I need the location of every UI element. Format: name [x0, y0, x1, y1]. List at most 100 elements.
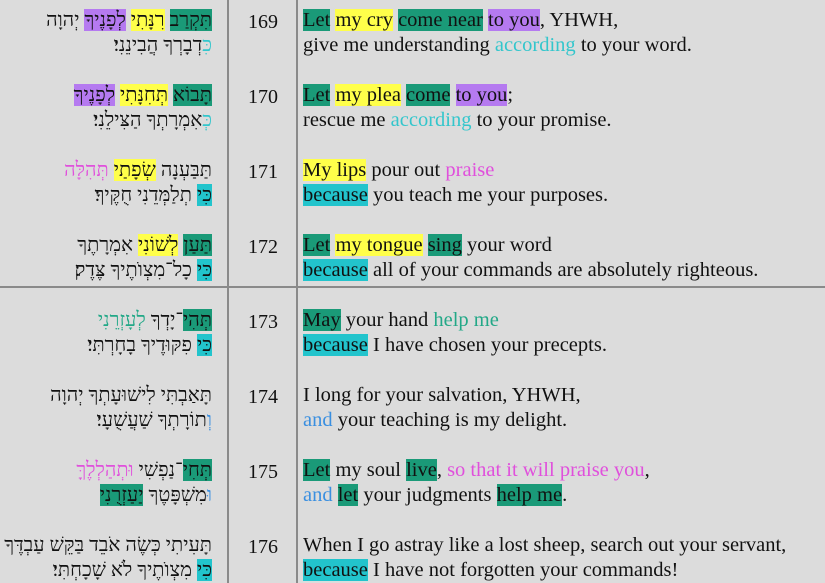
- text-segment: your teaching is my delight.: [332, 409, 568, 431]
- highlighted-word: כִּי: [196, 559, 212, 581]
- highlighted-word: my tongue: [335, 234, 423, 256]
- english-translation: May your hand help me because I have chos…: [303, 308, 825, 358]
- highlighted-word: because: [303, 184, 368, 206]
- colored-word: וּ: [206, 484, 212, 506]
- english-line: My lips pour out praise: [303, 158, 825, 183]
- hebrew-line: כִּי פִקּוּדֶיךָ בָחָרְתִּי׃: [0, 333, 212, 358]
- text-segment: תְלַמְּדֵנִי חֻקֶּיךָ׃: [94, 184, 197, 206]
- english-line: Let my soul live, so that it will praise…: [303, 458, 825, 483]
- verse-row: תַּבַּעְנָה שְׂפָתַי תְּהִלָּה כִּי תְלַמ…: [0, 158, 825, 208]
- text-segment: ,: [644, 459, 650, 481]
- highlighted-word: תְּחִנָּתִי: [120, 84, 169, 106]
- text-segment: תוֹרָתְךָ שַׁעֲשֻׁעָי׃: [96, 409, 207, 431]
- hebrew-text: תְּחִי־נַפְשִׁי וּתְהַלְלֶךָּ וּמִשְׁפָּט…: [0, 458, 212, 508]
- verse-row: תְּהִי־יָדְךָ לְעָזְרֵנִי כִּי פִקּוּדֶיך…: [0, 308, 825, 358]
- hebrew-line: תָּאַבְתִּי לִישׁוּעָתְךָ יְהוָה: [0, 383, 212, 408]
- verse-number: 172: [248, 236, 278, 258]
- colored-word: and: [303, 409, 333, 431]
- text-segment: תָּעִיתִי כְּשֶׂה אֹבֵד בַּקֵּשׁ עַבְדֶּ…: [4, 534, 212, 556]
- highlighted-word: live: [406, 459, 437, 481]
- colored-word: וּתְהַלְלֶךָּ: [76, 459, 134, 481]
- text-segment: you teach me your purposes.: [367, 184, 609, 206]
- highlighted-word: My lips: [303, 159, 367, 181]
- highlighted-word: my cry: [335, 9, 393, 31]
- hebrew-line: כִּי מִצְוֺתֶיךָ לֹא שָׁכָחְתִּי׃: [0, 558, 212, 583]
- english-line: because all of your commands are absolut…: [303, 258, 825, 283]
- highlighted-word: because: [303, 259, 368, 281]
- hebrew-text: תַּעַן לְשׁוֹנִי אִמְרָתֶךָ כִּי כָל־מִצְ…: [0, 233, 212, 283]
- highlighted-word: let: [337, 484, 359, 506]
- text-segment: I long for your salvation, YHWH,: [303, 384, 581, 406]
- highlighted-word: רִנָּתִי: [130, 9, 165, 31]
- english-line: I long for your salvation, YHWH,: [303, 383, 825, 408]
- text-segment: pour out: [366, 159, 446, 181]
- highlighted-word: Let: [303, 459, 331, 481]
- hebrew-text: תָּאַבְתִּי לִישׁוּעָתְךָ יְהוָה וְתוֹרָת…: [0, 383, 212, 433]
- verse-number: 175: [248, 461, 278, 483]
- text-segment: your hand: [340, 309, 434, 331]
- text-segment: ־נַפְשִׁי: [133, 459, 183, 481]
- colored-word: תְּהִלָּה: [64, 159, 109, 181]
- text-segment: כָל־מִצְוֺתֶיךָ צֶּדֶק׃: [74, 259, 197, 281]
- text-segment: תַּבַּעְנָה: [155, 159, 212, 181]
- highlighted-word: כִּי: [196, 184, 212, 206]
- verse-row: תָּעִיתִי כְּשֶׂה אֹבֵד בַּקֵּשׁ עַבְדֶּ…: [0, 533, 825, 583]
- english-translation: Let my plea come to you; rescue me accord…: [303, 83, 825, 133]
- english-translation: Let my soul live, so that it will praise…: [303, 458, 825, 508]
- highlighted-word: Let: [303, 84, 331, 106]
- highlighted-word: תָּבוֹא: [173, 84, 212, 106]
- hebrew-line: תְּחִי־נַפְשִׁי וּתְהַלְלֶךָּ: [0, 458, 212, 483]
- hebrew-line: תַּעַן לְשׁוֹנִי אִמְרָתֶךָ: [0, 233, 212, 258]
- text-segment: [109, 159, 114, 181]
- section-divider: [0, 286, 825, 288]
- text-segment: דְבָרְךָ הֲבִינֵנִי׃: [113, 34, 203, 56]
- english-line: and let your judgments help me.: [303, 483, 825, 508]
- highlighted-word: כִּי: [196, 259, 212, 281]
- colored-word: לְעָזְרֵנִי: [97, 309, 146, 331]
- text-segment: מִשְׁפָּטֶךָ: [143, 484, 207, 506]
- highlighted-word: to you: [488, 9, 540, 31]
- hebrew-line: וְתוֹרָתְךָ שַׁעֲשֻׁעָי׃: [0, 408, 213, 433]
- english-line: give me understanding according to your …: [303, 33, 825, 58]
- text-segment: When I go astray like a lost sheep, sear…: [303, 534, 787, 556]
- text-segment: all of your commands are absolutely righ…: [367, 259, 759, 281]
- column-divider-right: [296, 0, 298, 583]
- colored-word: כִּ: [202, 34, 212, 56]
- hebrew-line: תִּקְרַב רִנָּתִי לְפָנֶיךָ יְהוָה: [0, 8, 212, 33]
- hebrew-line: תְּהִי־יָדְךָ לְעָזְרֵנִי: [0, 308, 212, 333]
- text-segment: [165, 9, 170, 31]
- hebrew-line: תָּבוֹא תְּחִנָּתִי לְפָנֶיךָ: [0, 83, 212, 108]
- highlighted-word: תִּקְרַב: [169, 9, 212, 31]
- verse-number: 174: [248, 386, 278, 408]
- colored-word: כְּ: [202, 109, 212, 131]
- verse-number: 169: [248, 11, 278, 33]
- colored-word: help me: [433, 309, 499, 331]
- text-segment: my soul: [330, 459, 407, 481]
- text-segment: [450, 84, 455, 106]
- text-segment: to your promise.: [471, 109, 612, 131]
- hebrew-line: תַּבַּעְנָה שְׂפָתַי תְּהִלָּה: [0, 158, 212, 183]
- english-line: because I have not forgotten your comman…: [303, 558, 825, 583]
- english-line: Let my plea come to you;: [303, 83, 825, 108]
- highlighted-word: תְּחִי: [182, 459, 212, 481]
- text-segment: to your word.: [575, 34, 692, 56]
- hebrew-line: כִּי כָל־מִצְוֺתֶיךָ צֶּדֶק׃: [0, 258, 212, 283]
- text-segment: .: [562, 484, 568, 506]
- highlighted-word: come: [406, 84, 451, 106]
- english-translation: When I go astray like a lost sheep, sear…: [303, 533, 825, 583]
- highlighted-word: Let: [303, 9, 331, 31]
- english-line: because you teach me your purposes.: [303, 183, 825, 208]
- hebrew-line: כְּאִמְרָתְךָ הַצִּילֵנִי׃: [0, 108, 212, 133]
- text-segment: your word: [461, 234, 552, 256]
- highlighted-word: sing: [427, 234, 462, 256]
- text-segment: [333, 484, 338, 506]
- verse-row: תְּחִי־נַפְשִׁי וּתְהַלְלֶךָּ וּמִשְׁפָּט…: [0, 458, 825, 508]
- colored-word: praise: [445, 159, 495, 181]
- highlighted-word: because: [303, 334, 368, 356]
- text-segment: תָּאַבְתִּי לִישׁוּעָתְךָ יְהוָה: [50, 384, 212, 406]
- hebrew-text: תְּהִי־יָדְךָ לְעָזְרֵנִי כִּי פִקּוּדֶיך…: [0, 308, 212, 358]
- highlighted-word: help me: [496, 484, 563, 506]
- highlighted-word: שְׂפָתַי: [113, 159, 156, 181]
- colored-word: so that it will praise you: [447, 459, 645, 481]
- verse-row: תִּקְרַב רִנָּתִי לְפָנֶיךָ יְהוָה כִּדְב…: [0, 8, 825, 58]
